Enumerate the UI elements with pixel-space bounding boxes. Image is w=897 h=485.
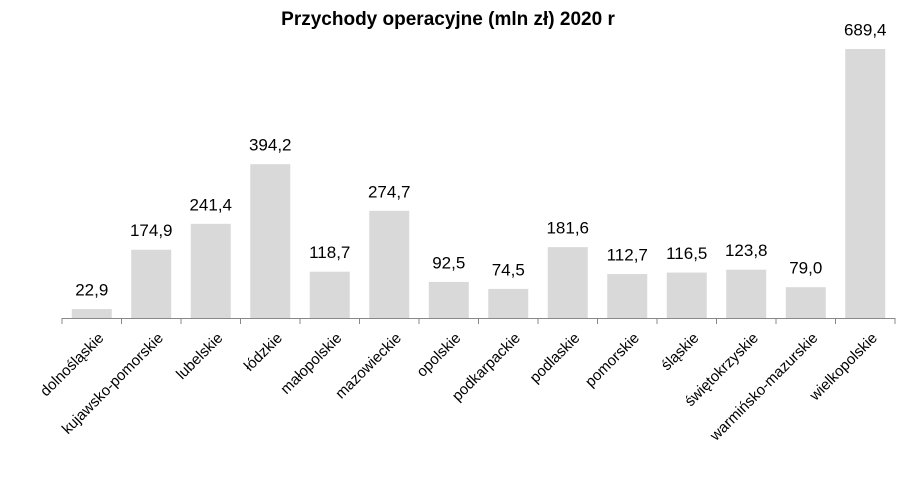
value-label: 116,5 — [666, 244, 707, 263]
bar — [845, 49, 886, 318]
bar — [666, 272, 707, 318]
bar — [369, 210, 410, 318]
x-tick-label: pomorskie — [582, 330, 643, 391]
bar — [547, 247, 588, 318]
x-tick-label: warmińsko-mazurskie — [706, 330, 821, 445]
bar — [726, 269, 767, 318]
bar — [250, 164, 291, 318]
x-tick-label: lubelskie — [173, 330, 226, 383]
chart-title: Przychody operacyjne (mln zł) 2020 r — [281, 9, 615, 30]
value-label: 274,7 — [368, 182, 411, 201]
bar — [428, 281, 469, 318]
value-label: 241,4 — [189, 195, 232, 214]
value-label: 112,7 — [607, 246, 648, 265]
value-label: 689,4 — [844, 20, 887, 39]
value-label: 123,8 — [725, 241, 768, 260]
value-label: 74,5 — [492, 260, 525, 279]
value-label: 181,6 — [546, 219, 589, 238]
bar — [607, 274, 648, 318]
value-label: 118,7 — [309, 243, 350, 262]
x-tick-label: kujawsko-pomorskie — [59, 330, 167, 438]
bar — [131, 249, 172, 318]
value-label: 79,0 — [789, 259, 822, 278]
x-tick-label: łódzkie — [241, 330, 286, 375]
value-label: 174,9 — [130, 221, 173, 240]
bar — [309, 271, 350, 318]
x-tick-label: opolskie — [413, 330, 464, 381]
value-label: 92,5 — [432, 253, 465, 272]
value-label: 394,2 — [249, 136, 292, 155]
x-tick-label: podlaskie — [527, 330, 584, 387]
value-label: 22,9 — [75, 281, 108, 300]
bar — [488, 288, 529, 318]
bar — [71, 309, 112, 318]
x-tick-label: śląskie — [658, 330, 702, 374]
bar — [785, 287, 826, 318]
bar — [190, 223, 231, 318]
